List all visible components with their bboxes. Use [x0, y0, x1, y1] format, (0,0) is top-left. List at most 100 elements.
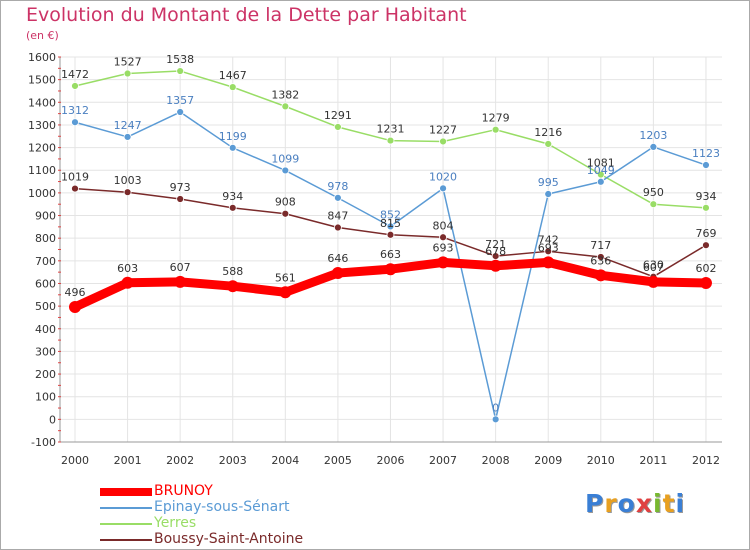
logo-letter: P [585, 489, 605, 518]
data-point [226, 280, 239, 293]
legend-swatch [100, 488, 152, 496]
data-label: 1199 [219, 130, 247, 143]
y-tick-label: 700 [35, 255, 56, 268]
y-tick-label: 1200 [28, 142, 56, 155]
data-point [71, 82, 79, 90]
legend-label: Boussy-Saint-Antoine [154, 531, 304, 547]
data-point [176, 67, 185, 75]
y-tick-label: 1600 [28, 51, 56, 64]
y-tick-label: 1500 [28, 74, 56, 87]
data-point [384, 263, 397, 276]
data-point [491, 125, 500, 134]
data-point [279, 286, 292, 299]
data-label: 1291 [324, 109, 352, 122]
data-label: 1049 [587, 164, 615, 177]
legend-label: BRUNOY [154, 483, 213, 499]
data-point [489, 259, 502, 272]
data-label: 1312 [61, 104, 89, 117]
data-point [281, 166, 290, 175]
data-point [649, 143, 658, 151]
chart-title: Evolution du Montant de la Dette par Hab… [26, 4, 467, 26]
legend-label: Epinay-sous-Sénart [154, 499, 290, 515]
data-label: 1467 [219, 69, 247, 82]
data-point [123, 133, 132, 141]
data-label: 742 [538, 233, 559, 246]
data-point [228, 143, 237, 152]
data-label: 1247 [114, 119, 142, 132]
data-point [439, 137, 447, 146]
data-label: 1382 [271, 88, 299, 101]
data-label: 721 [485, 238, 506, 251]
data-point [174, 275, 187, 288]
data-label: 847 [327, 210, 348, 223]
data-label: 934 [695, 190, 716, 203]
data-label: 607 [170, 261, 191, 274]
y-tick-label: 300 [35, 345, 56, 358]
y-tick-label: 900 [35, 210, 56, 223]
data-label: 561 [275, 271, 296, 284]
data-point [281, 209, 290, 218]
legend-swatch [100, 523, 152, 525]
data-point [333, 123, 342, 131]
data-label: 1081 [587, 157, 615, 170]
x-tick-label: 2008 [482, 454, 510, 467]
data-label: 995 [538, 176, 559, 189]
data-point [702, 161, 710, 169]
y-tick-label: -100 [31, 436, 56, 449]
data-label: 602 [695, 262, 716, 275]
logo-letter: i [675, 489, 686, 518]
data-point [594, 269, 607, 282]
y-tick-label: 1100 [28, 164, 56, 177]
data-label: 1231 [376, 123, 404, 136]
data-label: 646 [327, 252, 348, 265]
legend-swatch [100, 507, 152, 509]
data-point [71, 184, 79, 193]
data-point [542, 256, 555, 269]
data-label: 693 [538, 241, 559, 254]
data-label: 769 [695, 227, 716, 240]
data-point [544, 190, 553, 198]
data-point [176, 195, 185, 203]
data-label: 1227 [429, 123, 457, 136]
data-point [228, 203, 237, 212]
y-tick-label: 600 [35, 277, 56, 290]
data-label: 950 [643, 186, 664, 199]
data-label: 1203 [639, 129, 667, 142]
data-point [333, 193, 342, 202]
data-point [386, 222, 395, 231]
data-label: 852 [380, 208, 401, 221]
x-tick-label: 2002 [166, 454, 194, 467]
data-label: 636 [590, 254, 611, 267]
y-tick-label: 0 [49, 413, 56, 426]
data-point [702, 203, 710, 212]
data-point [386, 136, 395, 145]
data-point [333, 223, 342, 232]
logo-letter: r [604, 489, 618, 518]
y-tick-label: 100 [35, 391, 56, 404]
legend-label: Yerres [154, 515, 197, 531]
logo-letter: o [617, 489, 636, 518]
data-label: 1099 [271, 152, 299, 165]
data-point [437, 256, 450, 269]
x-tick-label: 2003 [219, 454, 247, 467]
data-label: 978 [327, 180, 348, 193]
data-label: 1279 [482, 112, 510, 125]
data-label: 0 [492, 401, 499, 414]
y-tick-label: 1000 [28, 187, 56, 200]
data-label: 934 [222, 190, 243, 203]
data-point [647, 275, 660, 288]
data-label: 678 [485, 245, 506, 258]
data-point [71, 118, 79, 127]
data-label: 1123 [692, 147, 720, 160]
x-tick-label: 2000 [61, 454, 89, 467]
data-label: 1020 [429, 170, 457, 183]
data-point [702, 241, 710, 250]
data-point [439, 233, 447, 242]
data-point [596, 253, 605, 261]
data-label: 663 [380, 248, 401, 261]
data-label: 496 [65, 286, 86, 299]
data-point [69, 301, 81, 314]
data-point [176, 108, 185, 116]
data-point [491, 415, 500, 424]
y-tick-label: 500 [35, 300, 56, 313]
